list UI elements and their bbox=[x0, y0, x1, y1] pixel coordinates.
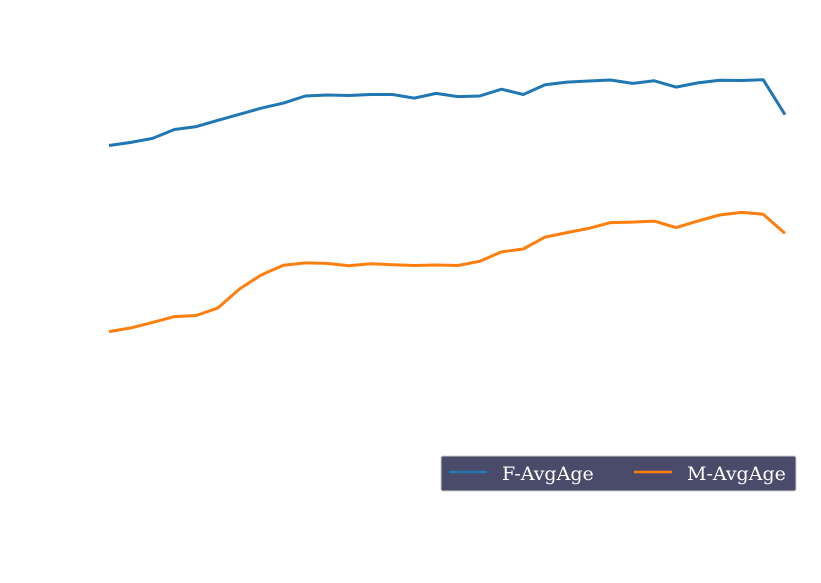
legend-label-m-avgage: M-AvgAge bbox=[687, 463, 786, 485]
legend-box bbox=[440, 455, 797, 492]
plot-area bbox=[108, 78, 787, 334]
legend: F-AvgAge M-AvgAge bbox=[440, 455, 797, 492]
series-line-m-avgage bbox=[108, 210, 786, 334]
legend-label-f-avgage: F-AvgAge bbox=[502, 463, 594, 485]
series-line-f-avgage bbox=[108, 78, 787, 147]
